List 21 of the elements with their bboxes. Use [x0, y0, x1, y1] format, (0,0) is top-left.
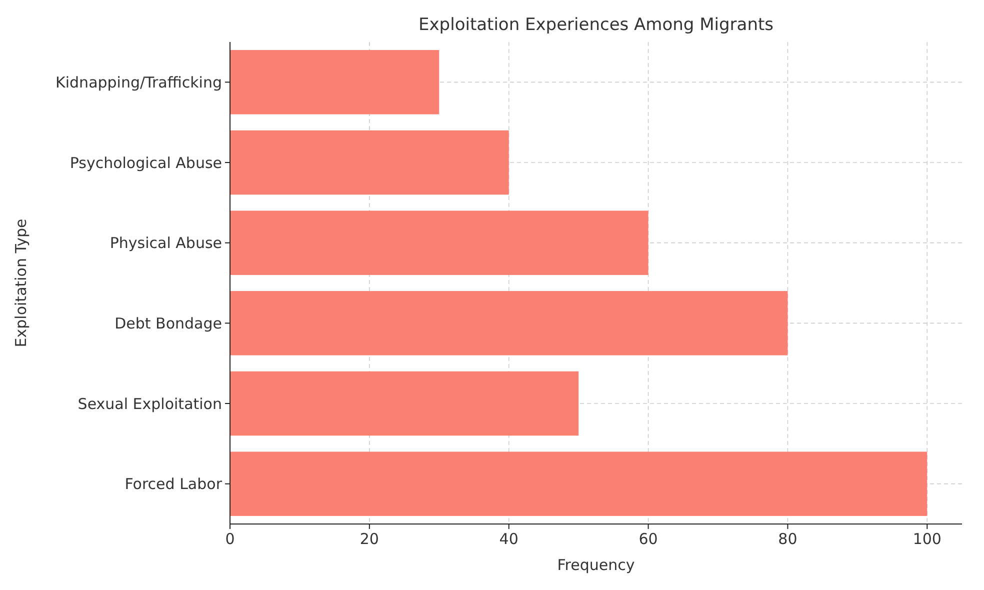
- y-tick-label: Sexual Exploitation: [78, 394, 222, 413]
- bar: [230, 452, 928, 516]
- chart-title: Exploitation Experiences Among Migrants: [418, 15, 774, 35]
- x-tick-label: 0: [225, 530, 235, 548]
- y-axis-title: Exploitation Type: [12, 218, 30, 348]
- y-tick-label: Forced Labor: [124, 475, 223, 494]
- x-tick-label: 40: [499, 530, 518, 548]
- x-tick-label: 80: [778, 530, 798, 548]
- x-tick-label: 20: [360, 530, 379, 548]
- y-tick-label: Debt Bondage: [114, 314, 222, 332]
- bar: [230, 371, 579, 436]
- bar: [230, 50, 440, 114]
- y-tick-label: Physical Abuse: [110, 234, 222, 252]
- y-tick-label: Kidnapping/Trafficking: [56, 73, 222, 92]
- x-tick-label: 100: [912, 530, 942, 548]
- bar: [230, 130, 509, 195]
- y-tick-label: Psychological Abuse: [70, 154, 222, 172]
- bar: [230, 210, 648, 275]
- bar: [230, 291, 788, 356]
- x-tick-label: 60: [638, 530, 658, 548]
- x-axis-title: Frequency: [557, 556, 635, 574]
